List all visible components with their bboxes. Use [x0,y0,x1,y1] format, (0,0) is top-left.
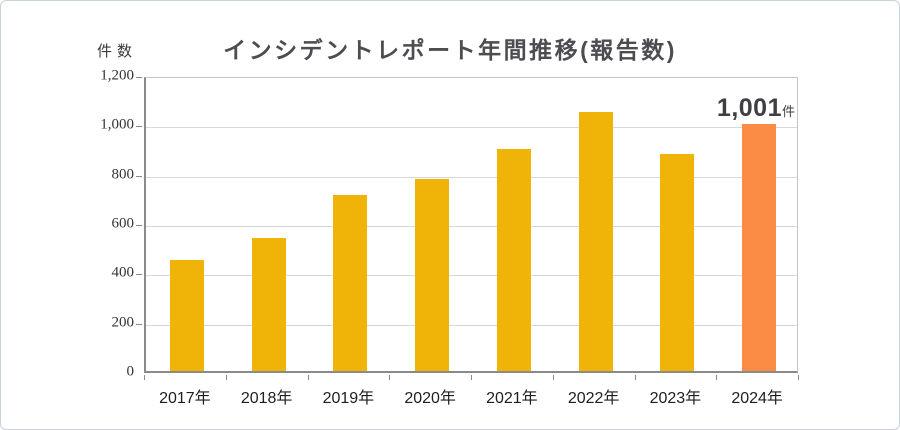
bar-2020年 [415,178,450,371]
y-tick-800 [136,175,142,177]
gridline-400 [146,275,797,277]
x-tick-2 [307,375,309,380]
gridline-800 [146,176,797,178]
x-axis-label-2023年: 2023年 [649,390,702,407]
x-axis-label-2022年: 2022年 [567,390,620,407]
x-tick-0 [144,375,145,380]
bar-2023年 [660,153,695,371]
gridline-200 [146,324,797,326]
y-axis-label-200: 200 [111,314,135,331]
plot-area [144,77,798,373]
bar-2022年 [578,112,613,371]
y-tick-1200 [136,77,142,78]
x-tick-1 [225,375,227,380]
x-axis-label-2018年: 2018年 [240,390,293,407]
x-tick-7 [716,375,718,380]
highlight-unit: 件 [781,104,795,119]
bar-2017年 [169,260,204,371]
y-axis-label-1200: 1,200 [100,67,134,84]
gridline-1000 [146,127,797,129]
x-axis-label-2021年: 2021年 [486,390,538,407]
y-tick-600 [136,225,142,226]
x-tick-8 [798,375,799,380]
x-tick-6 [634,375,636,380]
x-tick-5 [552,375,554,380]
bar-2019年 [333,194,368,371]
x-tick-3 [389,375,391,380]
x-axis-label-2017年: 2017年 [159,390,211,407]
bar-2021年 [496,149,531,371]
x-tick-4 [471,375,472,380]
highlight-value: 1,001 [716,94,782,122]
bar-2024年 [742,124,777,371]
y-tick-1000 [136,126,142,128]
x-axis-label-2024年: 2024年 [731,390,783,407]
y-axis-label-400: 400 [111,264,135,281]
y-axis-unit-label: 件数 [97,43,138,60]
y-axis-label-800: 800 [111,166,135,183]
y-axis-label-600: 600 [111,215,135,232]
bar-2018年 [251,237,286,371]
highlight-value-annotation: 1,001件 [717,94,795,123]
y-tick-400 [136,274,142,276]
y-axis-label-1000: 1,000 [100,116,134,133]
x-axis-label-2020年: 2020年 [404,390,456,407]
x-axis-label-2019年: 2019年 [322,390,375,407]
gridline-600 [146,226,797,227]
y-tick-200 [136,323,142,325]
chart-title: インシデントレポート年間推移(報告数) [223,37,677,63]
y-axis-label-0: 0 [126,363,135,380]
